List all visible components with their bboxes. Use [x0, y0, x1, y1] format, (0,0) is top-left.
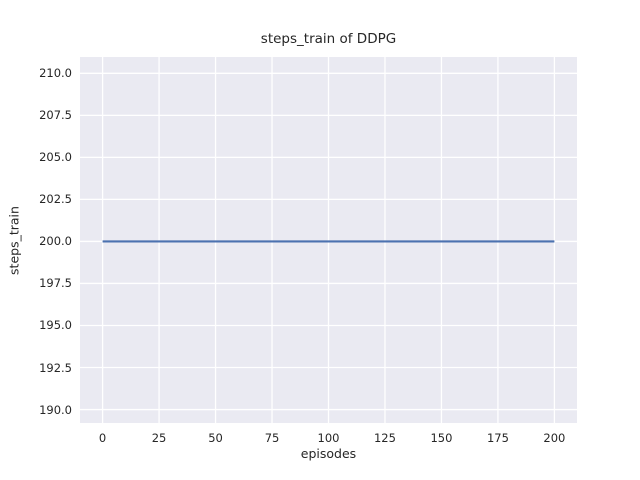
y-tick-label: 202.5	[39, 192, 72, 207]
x-tick-label: 100	[317, 431, 340, 445]
y-tick-label: 207.5	[39, 108, 72, 123]
y-tick-label: 195.0	[39, 318, 72, 333]
x-tick-label: 175	[486, 431, 509, 445]
x-tick-label: 200	[543, 431, 566, 445]
x-tick-label: 0	[98, 431, 107, 445]
y-tick-label: 210.0	[39, 66, 72, 81]
y-tick-label: 192.5	[39, 360, 72, 375]
x-tick-label: 75	[264, 431, 280, 445]
y-tick-label: 205.0	[39, 150, 72, 165]
y-tick-label: 200.0	[39, 234, 72, 249]
x-tick-label: 25	[151, 431, 167, 445]
x-tick-label: 125	[373, 431, 396, 445]
x-tick-label: 150	[430, 431, 453, 445]
x-axis-label: episodes	[300, 446, 357, 461]
y-tick-label: 197.5	[39, 276, 72, 291]
x-tick-label: 50	[208, 431, 223, 445]
y-tick-label: 190.0	[39, 402, 72, 417]
plot-area	[80, 57, 577, 423]
line-plot-canvas	[80, 57, 577, 423]
chart-title: steps_train of DDPG	[260, 31, 397, 47]
